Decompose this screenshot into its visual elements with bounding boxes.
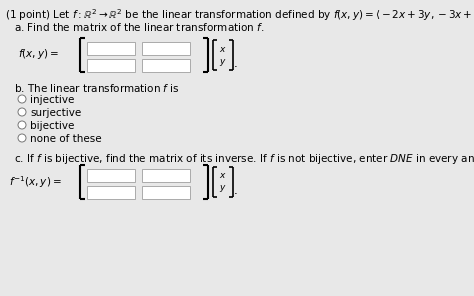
Circle shape (18, 95, 26, 103)
FancyBboxPatch shape (87, 186, 135, 199)
Circle shape (18, 121, 26, 129)
Text: $f(x, y) =$: $f(x, y) =$ (18, 47, 59, 61)
Text: b. The linear transformation $f$ is: b. The linear transformation $f$ is (14, 82, 180, 94)
Circle shape (18, 108, 26, 116)
Text: bijective: bijective (30, 121, 74, 131)
Text: c. If $f$ is bijective, find the matrix of its inverse. If $f$ is not bijective,: c. If $f$ is bijective, find the matrix … (14, 152, 474, 166)
Text: .: . (234, 57, 238, 70)
Text: (1 point) Let $f : \mathbb{R}^2 \rightarrow \mathbb{R}^2$ be the linear transfor: (1 point) Let $f : \mathbb{R}^2 \rightar… (5, 7, 474, 23)
Text: surjective: surjective (30, 108, 81, 118)
FancyBboxPatch shape (87, 169, 135, 182)
Text: a. Find the matrix of the linear transformation $f$.: a. Find the matrix of the linear transfo… (14, 21, 264, 33)
Text: none of these: none of these (30, 134, 101, 144)
Text: $f^{-1}(x, y) =$: $f^{-1}(x, y) =$ (9, 174, 62, 190)
Text: .: . (234, 184, 238, 197)
FancyBboxPatch shape (142, 59, 190, 72)
FancyBboxPatch shape (142, 169, 190, 182)
FancyBboxPatch shape (87, 59, 135, 72)
FancyBboxPatch shape (142, 186, 190, 199)
Text: injective: injective (30, 95, 74, 105)
FancyBboxPatch shape (87, 42, 135, 55)
Text: $y$: $y$ (219, 57, 227, 67)
Text: $y$: $y$ (219, 184, 227, 194)
Circle shape (18, 134, 26, 142)
FancyBboxPatch shape (142, 42, 190, 55)
Text: $x$: $x$ (219, 171, 227, 181)
Text: $x$: $x$ (219, 44, 227, 54)
